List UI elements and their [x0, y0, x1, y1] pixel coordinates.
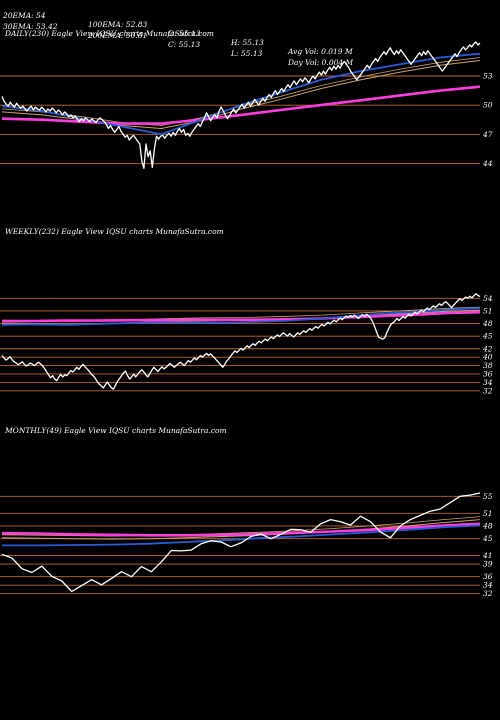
monthly-y-tick-label: 36 [483, 572, 493, 581]
low-readout: L: 55.13 [231, 49, 263, 58]
weekly-ema-blue-line [1, 307, 481, 326]
close-readout: C: 55.13 [168, 40, 201, 49]
monthly-ema-magenta-line [1, 522, 481, 537]
daily-y-tick-label: 50 [483, 101, 493, 110]
monthly-y-tick-label: 32 [483, 589, 493, 598]
monthly-y-tick-label: 51 [483, 509, 493, 518]
monthly-y-tick-label: 48 [482, 521, 493, 530]
weekly-price-line [1, 293, 481, 390]
high-readout: H: 55.13 [231, 38, 264, 47]
day-vol-readout: Day Vol: 0.004 M [288, 58, 354, 67]
indicator-header-row-1: 20EMA: 54 100EMA: 52.83 O: 55.13 H: 55.1… [3, 2, 353, 56]
monthly-y-tick-label: 39 [483, 560, 493, 569]
ema200-readout: 200EMA: 50.61 [88, 31, 148, 40]
monthly-y-tick-label: 41 [482, 551, 493, 560]
weekly-y-tick-label: 42 [482, 344, 493, 353]
weekly-chart-title: WEEKLY(232) Eagle View IQSU charts Munaf… [5, 227, 224, 236]
monthly-y-tick-label: 34 [483, 581, 493, 590]
weekly-y-tick-label: 38 [483, 361, 493, 370]
weekly-y-tick-label: 34 [483, 378, 493, 387]
avg-vol-readout: Avg Vol: 0.019 M [288, 47, 353, 56]
weekly-y-tick-label: 36 [483, 369, 493, 378]
weekly-y-tick-label: 51 [483, 306, 493, 315]
ema30-readout: 30EMA: 53.42 [3, 22, 58, 31]
weekly-ema-magenta-line [2, 310, 481, 323]
daily-ema-magenta-line [1, 85, 481, 125]
monthly-ema-blue-line [2, 524, 481, 547]
weekly-y-tick-label: 54 [483, 294, 493, 303]
monthly-y-tick-label: 55 [483, 492, 493, 501]
daily-y-tick-label: 44 [482, 159, 493, 168]
weekly-y-tick-label: 32 [483, 386, 493, 395]
open-readout: O: 55.13 [168, 29, 201, 38]
weekly-y-tick-label: 40 [482, 353, 493, 362]
ema100-readout: 100EMA: 52.83 [88, 20, 148, 29]
daily-y-tick-label: 47 [482, 130, 493, 139]
weekly-y-tick-label: 45 [482, 332, 493, 341]
indicator-header-row-2: 30EMA: 53.42 200EMA: 50.61 C: 55.13 L: 5… [3, 13, 353, 67]
monthly-y-tick-label: 45 [482, 534, 493, 543]
ema20-readout: 20EMA: 54 [3, 11, 46, 20]
daily-chart-title: DAILY(230) Eagle View IQSU charts Munafa… [5, 29, 214, 38]
daily-price-line [1, 41, 481, 169]
daily-y-tick-label: 53 [483, 72, 493, 81]
daily-chart: 53 50 47 44 [0, 41, 493, 169]
monthly-price-line [1, 492, 481, 593]
weekly-y-tick-label: 48 [482, 319, 493, 328]
monthly-chart-title: MONTHLY(49) Eagle View IQSU charts Munaf… [5, 426, 227, 435]
